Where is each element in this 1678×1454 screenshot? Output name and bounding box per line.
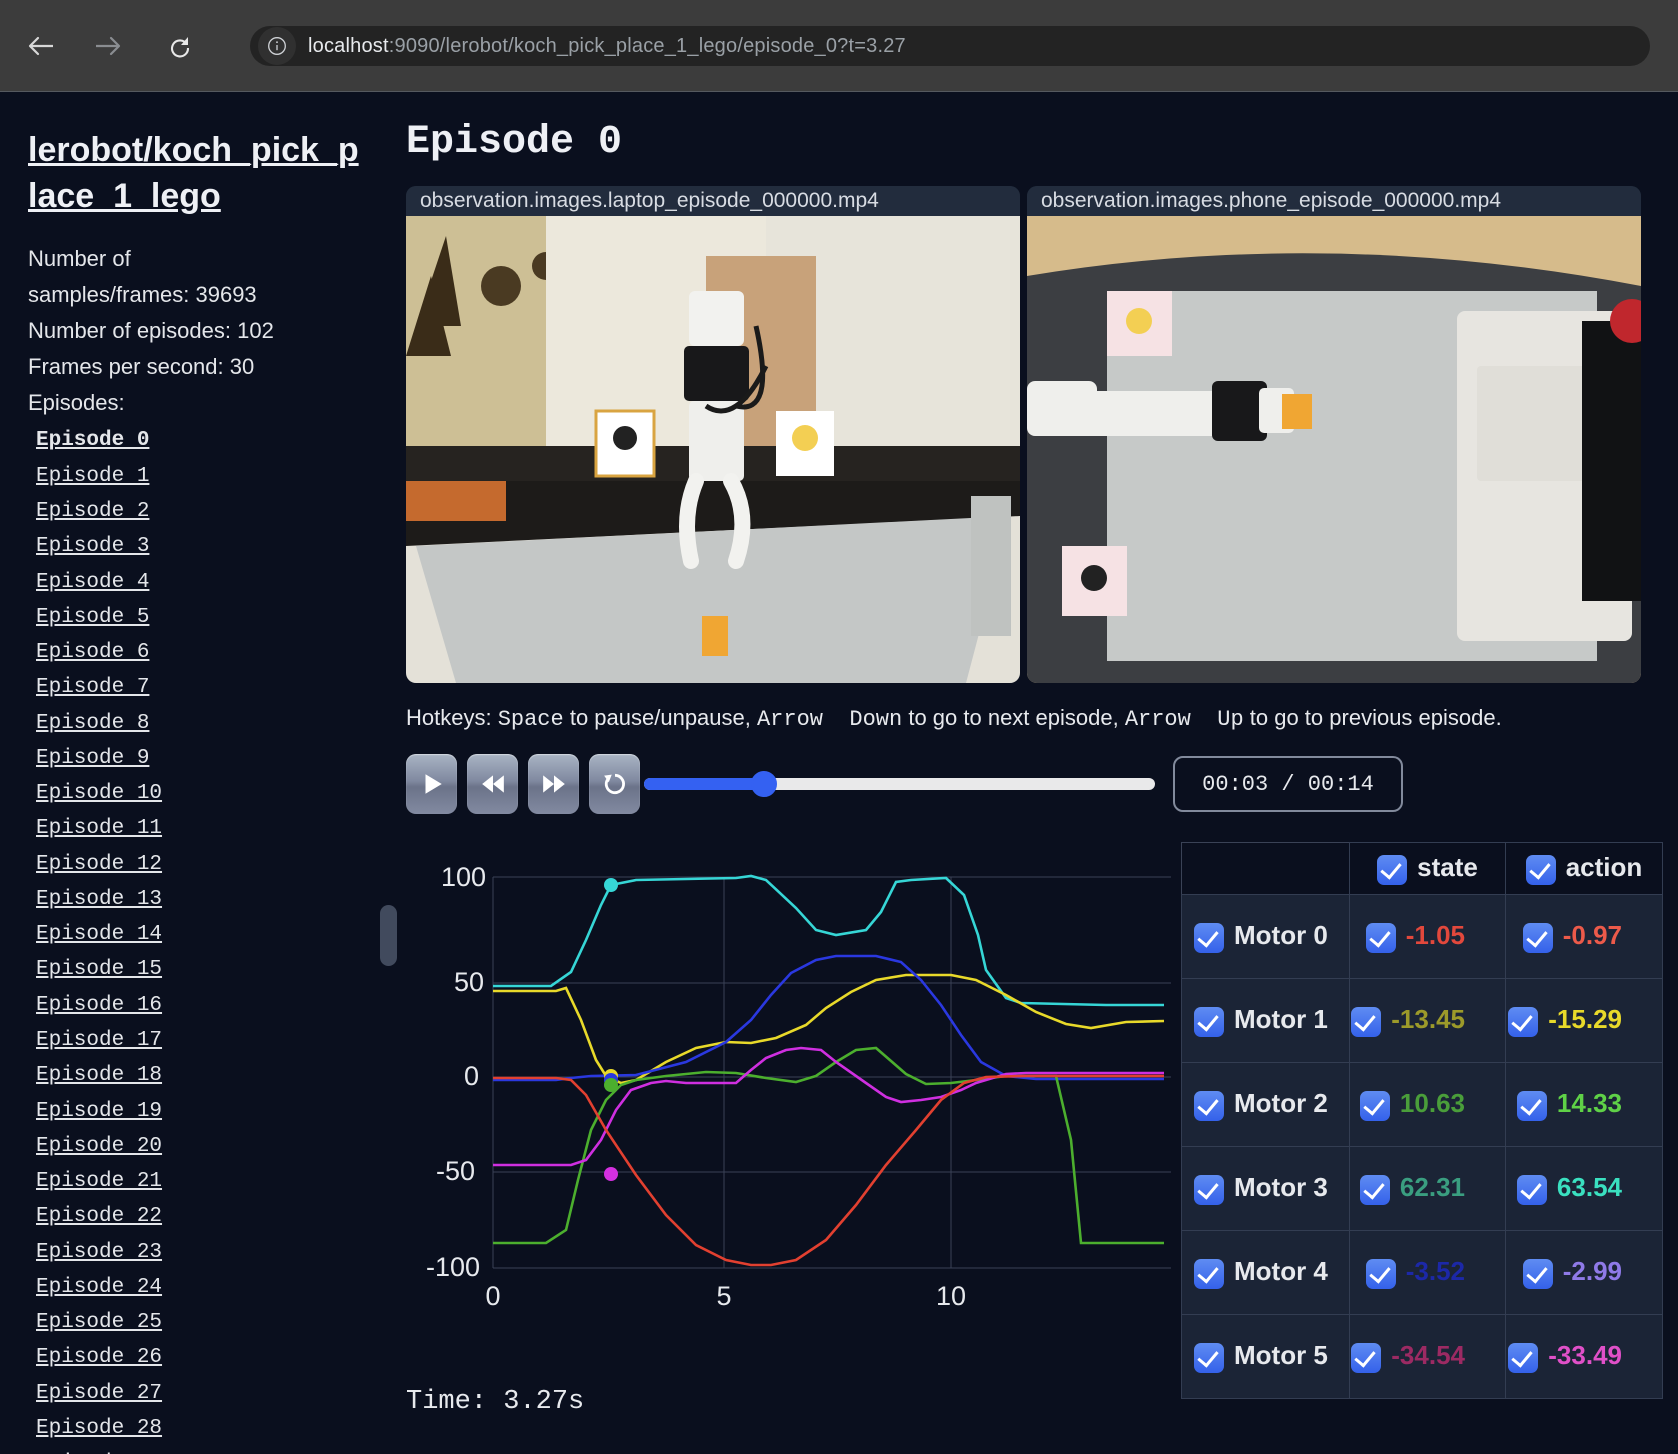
svg-text:-100: -100	[426, 1252, 480, 1282]
svg-text:5: 5	[716, 1281, 731, 1311]
svg-text:50: 50	[454, 967, 484, 997]
svg-text:100: 100	[441, 862, 486, 892]
svg-text:0: 0	[464, 1061, 479, 1091]
svg-text:0: 0	[485, 1281, 500, 1311]
svg-text:10: 10	[936, 1281, 966, 1311]
svg-text:-50: -50	[436, 1156, 475, 1186]
